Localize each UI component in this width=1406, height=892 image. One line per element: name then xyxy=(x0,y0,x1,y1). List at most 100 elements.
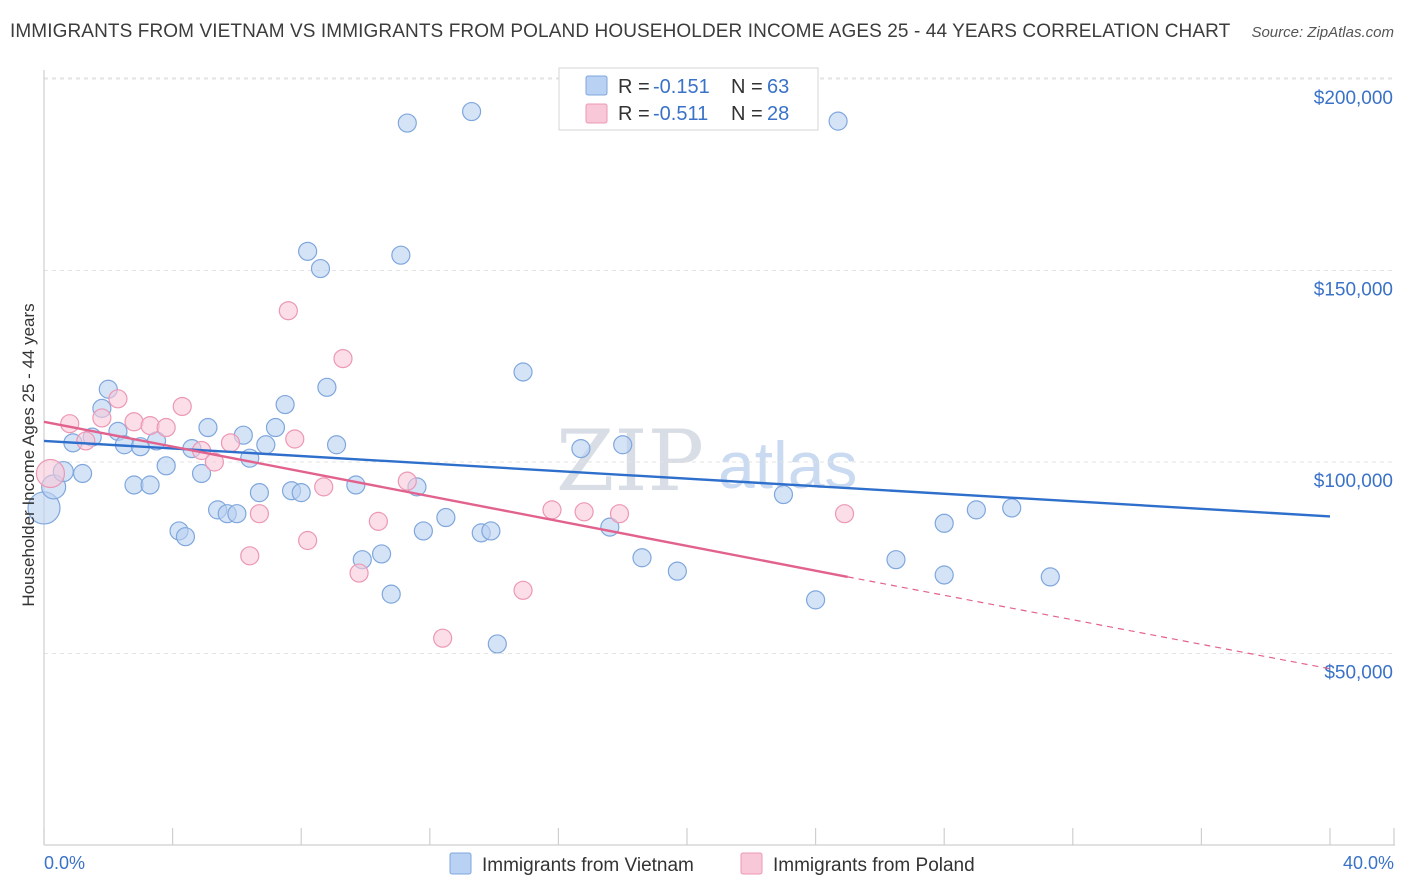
legend-r-label-poland: R = xyxy=(618,103,650,125)
vietnam-point xyxy=(613,435,633,455)
poland-point xyxy=(140,416,160,436)
poland-point xyxy=(834,504,855,524)
legend: R = -0.151 N = 63 R = -0.511 N = 28 xyxy=(558,67,819,131)
trend-lines xyxy=(43,420,1331,670)
vietnam-point xyxy=(391,245,411,265)
y-tick-label: $100,000 xyxy=(1314,471,1393,492)
legend-r-value-poland: -0.511 xyxy=(653,103,708,125)
vietnam-point xyxy=(291,483,311,503)
legend-swatch-vietnam xyxy=(585,75,608,96)
y-tick-label: $200,000 xyxy=(1314,88,1393,109)
series-vietnam-points xyxy=(27,101,1060,654)
poland-point xyxy=(285,429,305,449)
trend-line-poland xyxy=(43,420,848,579)
vietnam-point xyxy=(436,507,456,528)
vietnam-point xyxy=(667,561,687,581)
vietnam-point xyxy=(256,435,276,455)
poland-point xyxy=(35,458,66,489)
watermark-zip: ZIP xyxy=(556,412,704,510)
poland-point xyxy=(433,628,453,648)
vietnam-point xyxy=(413,521,433,541)
poland-point xyxy=(240,546,260,566)
poland-point xyxy=(298,530,318,551)
vietnam-point xyxy=(124,475,144,495)
bottom-legend: Immigrants from Vietnam Immigrants from … xyxy=(449,852,975,876)
legend-n-label-vietnam: N = xyxy=(731,76,763,98)
vietnam-point xyxy=(249,483,270,503)
legend-n-label-poland: N = xyxy=(731,103,763,125)
vietnam-point xyxy=(461,101,482,122)
vietnam-point xyxy=(175,527,196,547)
x-tick-label-max: 40.0% xyxy=(1343,853,1394,873)
vietnam-point xyxy=(191,463,212,484)
vietnam-point xyxy=(72,463,93,484)
axes xyxy=(43,70,1395,846)
vietnam-point xyxy=(487,634,507,654)
poland-point xyxy=(204,452,224,472)
poland-point xyxy=(220,433,241,453)
vietnam-point xyxy=(275,394,295,415)
vietnam-point xyxy=(1002,498,1022,518)
poland-point xyxy=(124,412,144,432)
poland-point xyxy=(609,504,630,524)
poland-point xyxy=(249,504,270,524)
poland-point xyxy=(397,471,417,491)
vietnam-point xyxy=(265,417,286,438)
vietnam-point xyxy=(934,565,954,585)
x-tick-label-min: 0.0% xyxy=(44,853,85,873)
vietnam-point xyxy=(298,241,318,261)
vietnam-point xyxy=(198,417,218,438)
vietnam-point xyxy=(632,548,652,568)
vietnam-point xyxy=(371,544,392,564)
poland-point xyxy=(574,502,594,522)
bottom-legend-swatch-poland xyxy=(740,852,763,875)
vietnam-point xyxy=(886,550,906,570)
bottom-legend-label-vietnam: Immigrants from Vietnam xyxy=(482,855,694,876)
poland-point xyxy=(513,580,533,600)
legend-r-value-vietnam: -0.151 xyxy=(653,76,710,98)
vietnam-point xyxy=(571,438,591,459)
legend-r-label-vietnam: R = xyxy=(618,76,650,98)
vietnam-point xyxy=(310,258,331,279)
vietnam-point xyxy=(381,584,401,604)
legend-n-value-poland: 28 xyxy=(767,103,789,125)
bottom-legend-swatch-vietnam xyxy=(449,852,472,875)
legend-n-value-vietnam: 63 xyxy=(767,76,789,98)
vietnam-point xyxy=(513,362,533,382)
vietnam-point xyxy=(828,111,848,131)
vietnam-point xyxy=(397,113,417,133)
poland-point xyxy=(172,396,192,417)
poland-point xyxy=(92,408,112,428)
x-ticks xyxy=(43,828,1395,845)
series-poland-points xyxy=(35,301,855,648)
poland-point xyxy=(333,348,353,369)
poland-point xyxy=(368,511,388,531)
bottom-legend-label-poland: Immigrants from Poland xyxy=(773,855,975,876)
vietnam-point xyxy=(966,500,986,520)
vietnam-point xyxy=(934,513,954,533)
y-axis-label: Householder Income Ages 25 - 44 years xyxy=(19,303,38,606)
vietnam-point xyxy=(317,377,337,397)
vietnam-point xyxy=(227,504,247,524)
poland-point xyxy=(76,431,96,451)
vietnam-point xyxy=(140,475,160,495)
poland-point xyxy=(108,389,128,409)
vietnam-point xyxy=(805,590,826,610)
trend-line-poland-extension xyxy=(847,576,1331,670)
y-tick-label: $150,000 xyxy=(1314,280,1393,301)
y-tick-labels: $50,000 $100,000 $150,000 $200,000 xyxy=(1314,88,1393,684)
vietnam-point xyxy=(346,475,366,495)
source-label: Source: ZipAtlas.com xyxy=(1251,24,1394,41)
y-tick-label: $50,000 xyxy=(1324,663,1393,684)
vietnam-point xyxy=(156,456,176,476)
poland-point xyxy=(349,563,369,583)
poland-point xyxy=(156,417,176,438)
vietnam-point xyxy=(326,435,347,455)
poland-point xyxy=(542,500,562,520)
poland-point xyxy=(278,301,298,321)
watermark: ZIP atlas xyxy=(556,412,857,510)
trend-line-vietnam xyxy=(43,439,1331,518)
gridlines xyxy=(44,77,1395,654)
chart-title: IMMIGRANTS FROM VIETNAM VS IMMIGRANTS FR… xyxy=(10,21,1231,42)
